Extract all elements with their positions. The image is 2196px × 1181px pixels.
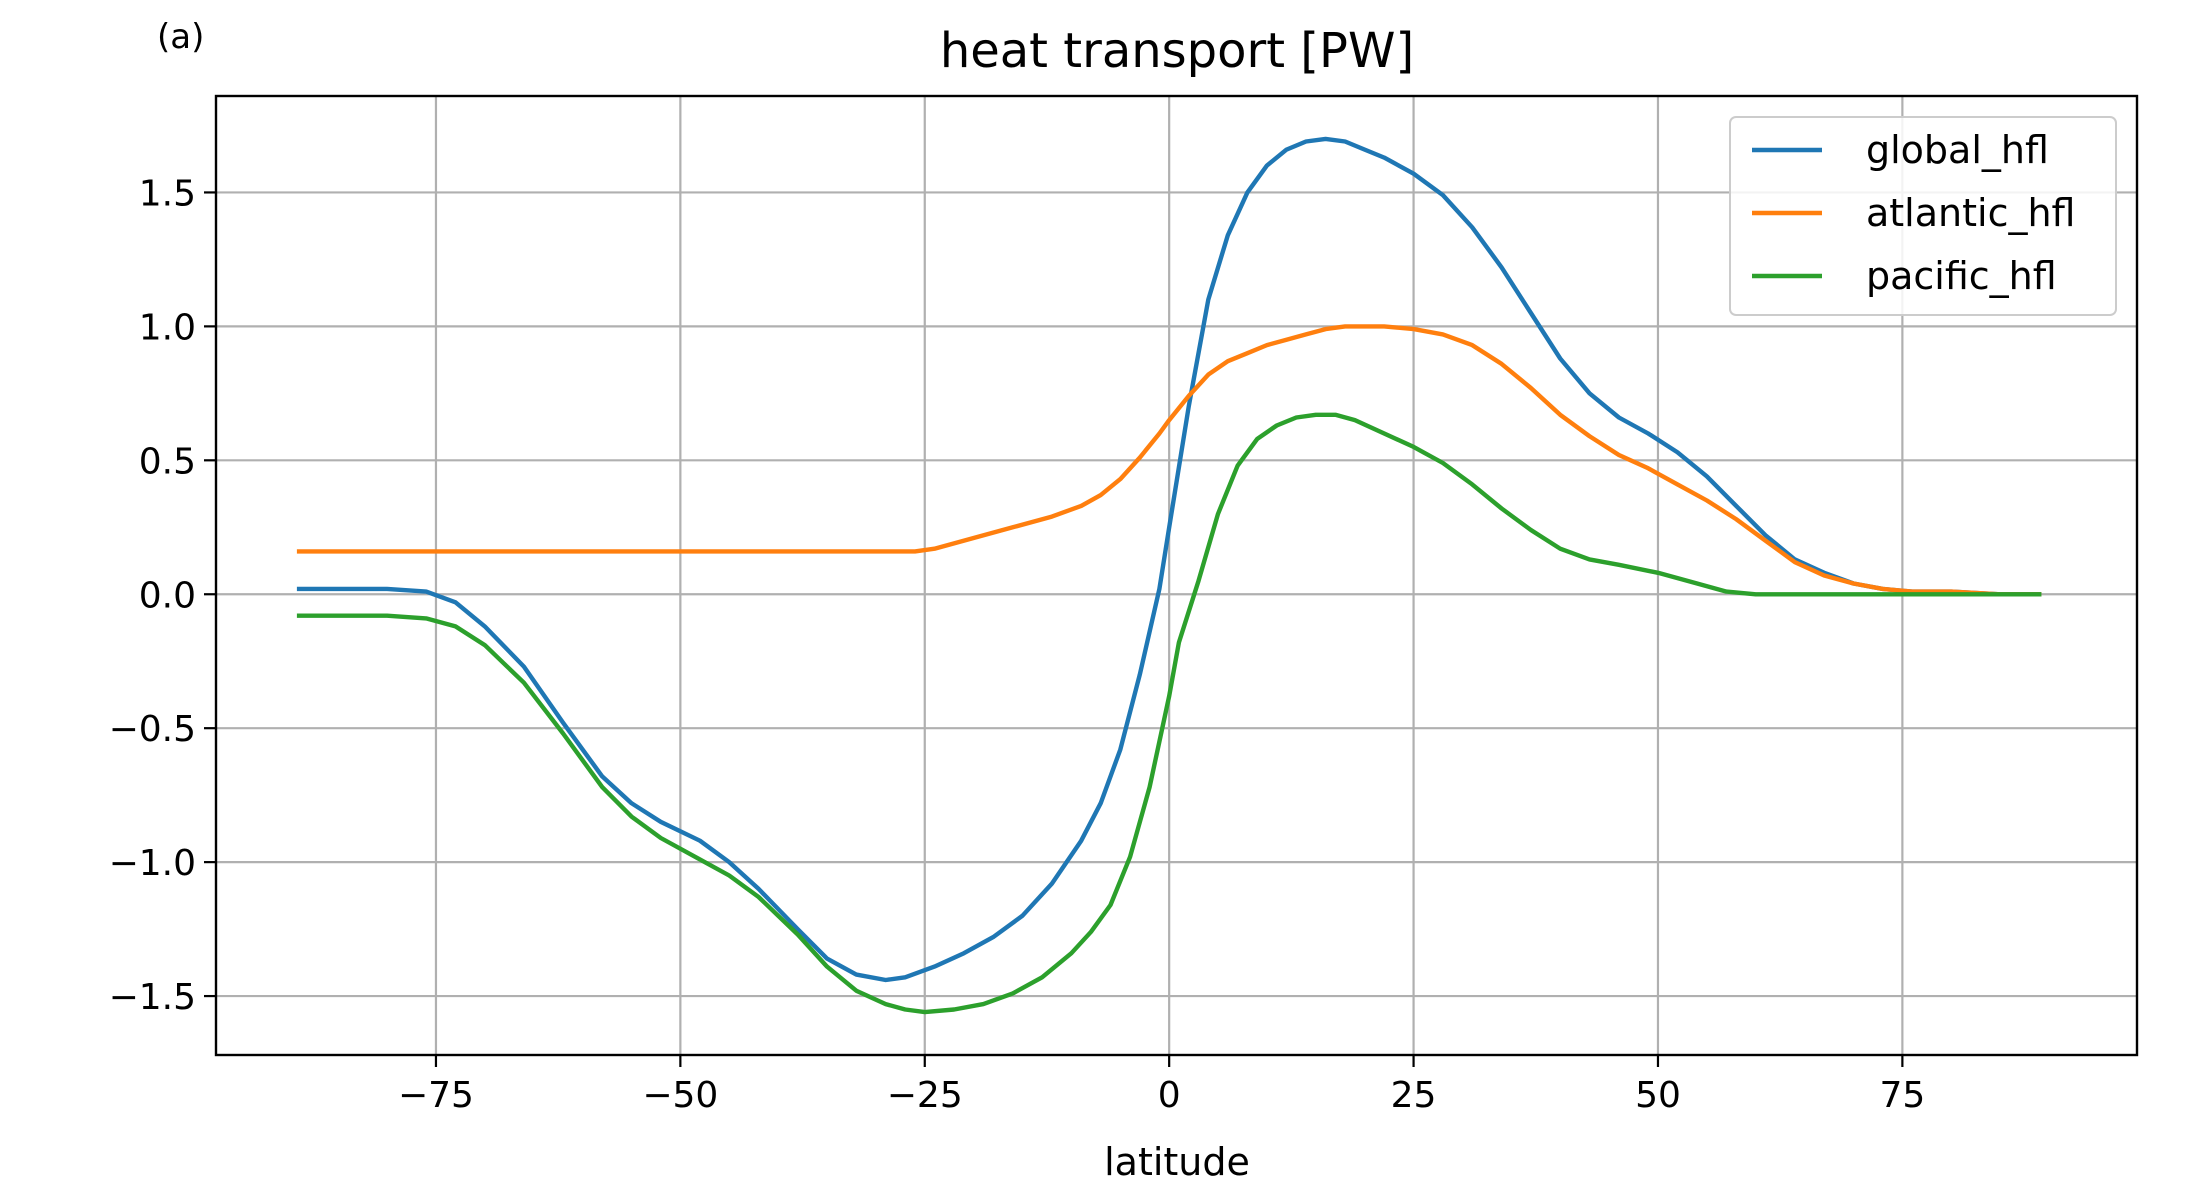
x-tick-label: 50 bbox=[1635, 1075, 1681, 1116]
y-tick-label: −1.0 bbox=[109, 843, 196, 884]
pacific-hfl-line bbox=[296, 412, 2042, 1015]
x-tick-label: 75 bbox=[1879, 1075, 1925, 1116]
x-tick-label: −25 bbox=[887, 1075, 963, 1116]
x-axis-ticks: −75 −50 −25 0 25 50 75 bbox=[398, 1055, 1925, 1116]
x-tick-label: 0 bbox=[1158, 1075, 1181, 1116]
y-tick-label: 0.5 bbox=[139, 441, 196, 482]
y-tick-label: 1.5 bbox=[139, 173, 196, 214]
x-tick-label: 25 bbox=[1391, 1075, 1437, 1116]
x-tick-label: −50 bbox=[642, 1075, 718, 1116]
y-axis-ticks: −1.5 −1.0 −0.5 0.0 0.5 1.0 1.5 bbox=[109, 173, 216, 1018]
x-tick-label: −75 bbox=[398, 1075, 474, 1116]
chart-title: heat transport [PW] bbox=[940, 23, 1414, 79]
legend: global_hfl atlantic_hfl pacific_hfl bbox=[1729, 116, 2117, 316]
legend-label-global: global_hfl bbox=[1866, 128, 2049, 172]
atlantic-hfl-line bbox=[296, 324, 2042, 597]
y-tick-label: −0.5 bbox=[109, 709, 196, 750]
y-tick-label: 1.0 bbox=[139, 307, 196, 348]
x-axis-label: latitude bbox=[1104, 1140, 1250, 1181]
legend-label-pacific: pacific_hfl bbox=[1866, 254, 2057, 298]
y-tick-label: −1.5 bbox=[109, 977, 196, 1018]
plot-area-frame bbox=[214, 94, 2139, 1057]
legend-box bbox=[1729, 116, 2117, 316]
series-lines bbox=[296, 136, 2042, 1015]
legend-label-atlantic: atlantic_hfl bbox=[1866, 191, 2075, 235]
y-tick-label: 0.0 bbox=[139, 575, 196, 616]
panel-label: (a) bbox=[157, 17, 204, 57]
global-hfl-line bbox=[296, 136, 2042, 983]
